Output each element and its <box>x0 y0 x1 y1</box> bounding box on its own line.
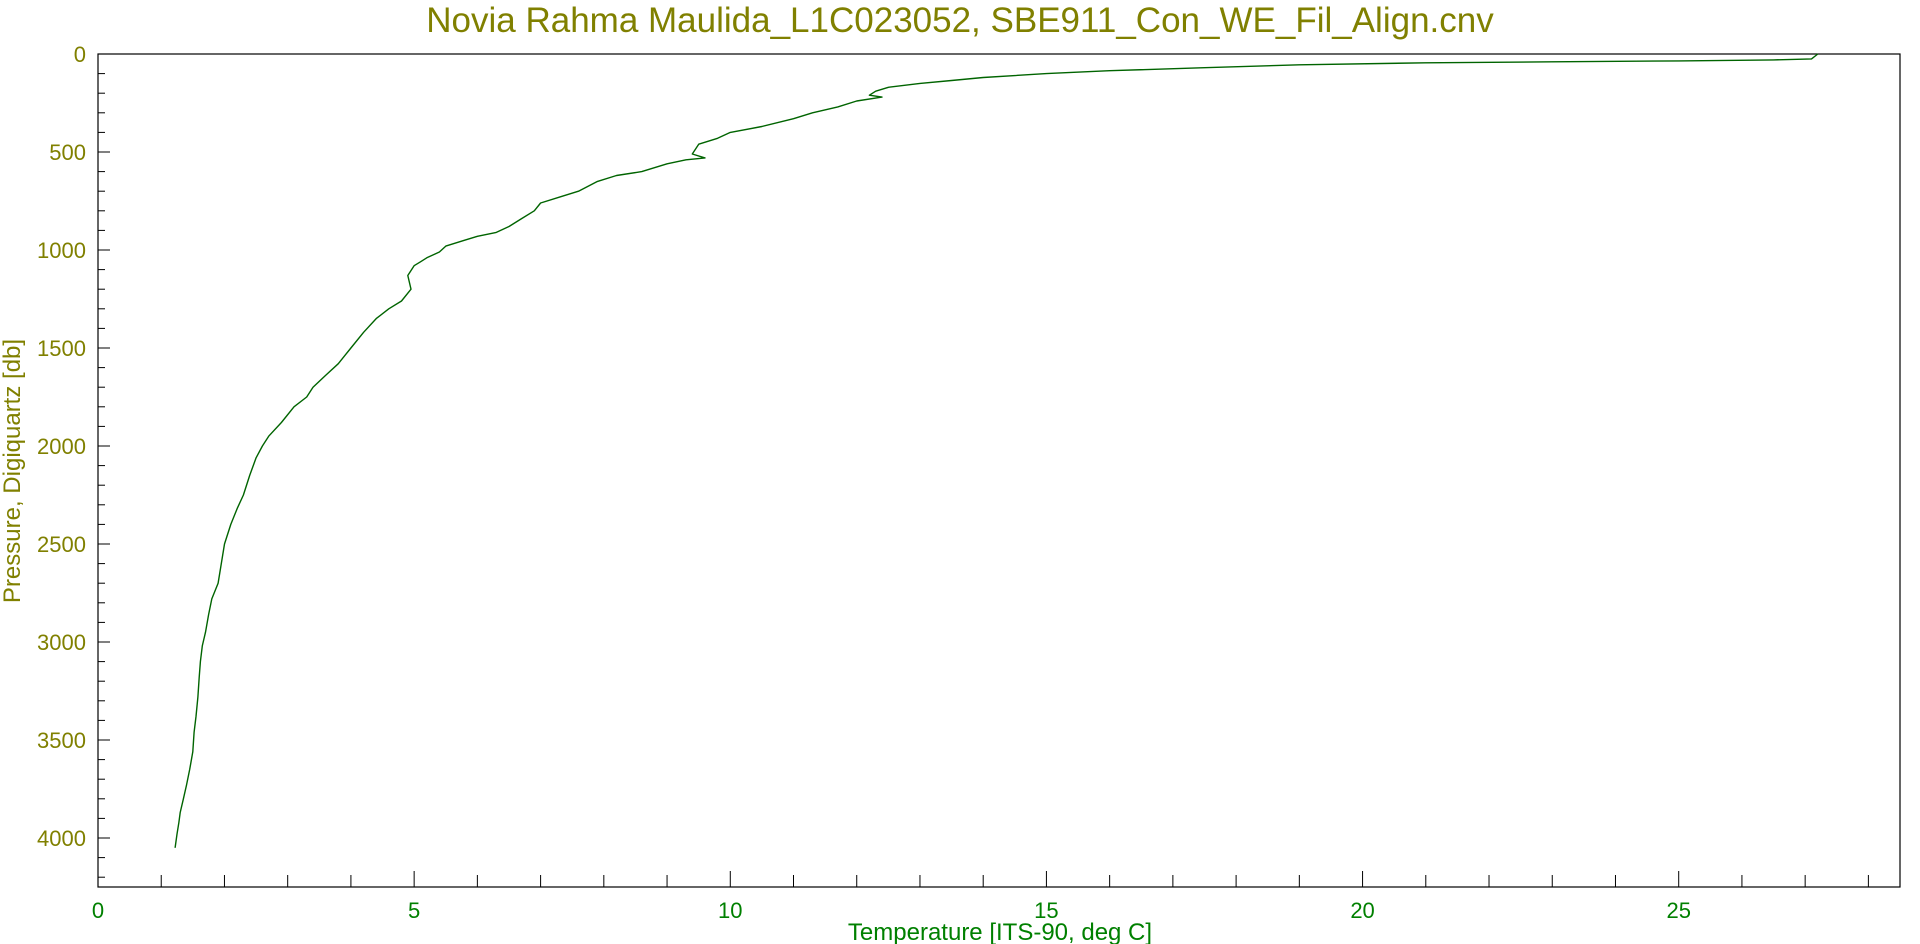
y-tick-label: 500 <box>49 140 86 165</box>
chart-title: Novia Rahma Maulida_L1C023052, SBE911_Co… <box>426 1 1494 40</box>
x-axis: 0 5 10 15 20 25 <box>92 871 1869 923</box>
y-tick-label: 1000 <box>37 238 86 263</box>
x-tick-label: 20 <box>1350 898 1374 923</box>
x-tick-label: 5 <box>408 898 420 923</box>
y-tick-label: 2500 <box>37 532 86 557</box>
x-tick-label: 25 <box>1666 898 1690 923</box>
y-tick-label: 1500 <box>37 336 86 361</box>
x-tick-label: 10 <box>718 898 742 923</box>
y-tick-label: 2000 <box>37 434 86 459</box>
series-line <box>174 53 1819 848</box>
x-tick-label: 15 <box>1034 898 1058 923</box>
y-axis-label: Pressure, Digiquartz [db] <box>0 339 26 603</box>
x-tick-label: 0 <box>92 898 104 923</box>
y-tick-label: 3000 <box>37 630 86 655</box>
y-tick-label: 4000 <box>37 826 86 851</box>
x-axis-label: Temperature [ITS-90, deg C] <box>848 919 1152 944</box>
y-tick-label: 3500 <box>37 728 86 753</box>
y-tick-label: 0 <box>74 42 86 67</box>
plot-frame <box>97 53 1901 888</box>
y-axis: 0 500 1000 1500 2000 2500 3000 3500 4000 <box>37 42 110 878</box>
